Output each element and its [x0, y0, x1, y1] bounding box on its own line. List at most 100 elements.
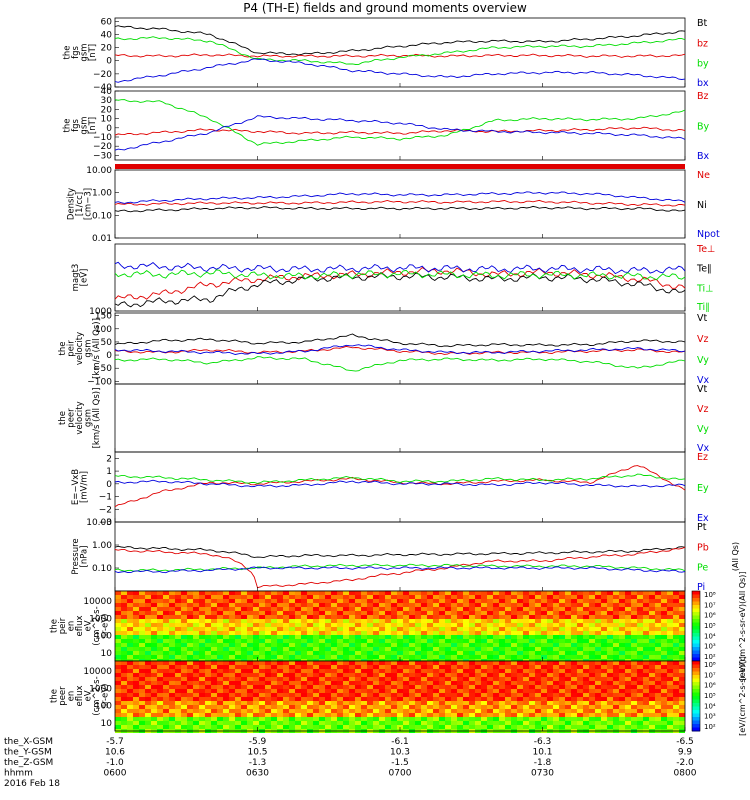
heatmap-cell	[223, 647, 229, 651]
heatmap-cell	[259, 603, 265, 607]
heatmap-cell	[403, 689, 409, 693]
heatmap-cell	[679, 635, 685, 639]
heatmap-cell	[289, 717, 295, 721]
heatmap-cell	[499, 713, 505, 717]
heatmap-cell	[325, 607, 331, 611]
heatmap-cell	[613, 661, 619, 665]
heatmap-cell	[145, 655, 151, 659]
heatmap-cell	[601, 655, 607, 659]
heatmap-cell	[403, 647, 409, 651]
heatmap-cell	[655, 635, 661, 639]
heatmap-cell	[253, 635, 259, 639]
heatmap-cell	[385, 651, 391, 655]
heatmap-cell	[313, 717, 319, 721]
heatmap-cell	[481, 639, 487, 643]
heatmap-cell	[343, 681, 349, 685]
heatmap-cell	[259, 697, 265, 701]
heatmap-cell	[643, 655, 649, 659]
heatmap-cell	[559, 627, 565, 631]
heatmap-cell	[199, 685, 205, 689]
heatmap-cell	[469, 631, 475, 635]
heatmap-cell	[373, 615, 379, 619]
heatmap-cell	[439, 647, 445, 651]
heatmap-cell	[283, 685, 289, 689]
footer-value: 10.3	[390, 748, 410, 758]
heatmap-cell	[583, 665, 589, 669]
heatmap-cell	[385, 677, 391, 681]
heatmap-cell	[385, 697, 391, 701]
heatmap-cell	[355, 709, 361, 713]
heatmap-cell	[499, 693, 505, 697]
heatmap-cell	[355, 647, 361, 651]
heatmap-cell	[247, 689, 253, 693]
heatmap-cell	[139, 665, 145, 669]
heatmap-cell	[367, 681, 373, 685]
heatmap-cell	[415, 611, 421, 615]
heatmap-cell	[553, 681, 559, 685]
heatmap-cell	[451, 665, 457, 669]
heatmap-cell	[463, 643, 469, 647]
heatmap-cell	[559, 619, 565, 623]
heatmap-cell	[493, 693, 499, 697]
heatmap-cell	[421, 651, 427, 655]
heatmap-cell	[181, 685, 187, 689]
heatmap-cell	[289, 681, 295, 685]
heatmap-cell	[661, 689, 667, 693]
heatmap-cell	[427, 673, 433, 677]
heatmap-cell	[523, 685, 529, 689]
heatmap-cell	[631, 635, 637, 639]
heatmap-cell	[295, 607, 301, 611]
heatmap-cell	[229, 599, 235, 603]
heatmap-cell	[259, 655, 265, 659]
heatmap-cell	[571, 701, 577, 705]
heatmap-cell	[163, 623, 169, 627]
heatmap-cell	[271, 627, 277, 631]
heatmap-cell	[643, 647, 649, 651]
heatmap-cell	[157, 661, 163, 665]
heatmap-cell	[511, 611, 517, 615]
heatmap-cell	[523, 673, 529, 677]
heatmap-cell	[613, 673, 619, 677]
heatmap-cell	[289, 619, 295, 623]
colorbar-frame	[691, 660, 701, 732]
heatmap-cell	[583, 603, 589, 607]
heatmap-cell	[259, 689, 265, 693]
heatmap-cell	[121, 705, 127, 709]
y-axis-label-line: velocity	[75, 332, 85, 365]
heatmap-cell	[385, 643, 391, 647]
heatmap-cell	[379, 673, 385, 677]
heatmap-cell	[349, 599, 355, 603]
heatmap-cell	[649, 709, 655, 713]
heatmap-cell	[457, 627, 463, 631]
heatmap-cell	[541, 709, 547, 713]
colorbar-tick-label: 10³	[704, 643, 716, 651]
heatmap-cell	[631, 595, 637, 599]
heatmap-cell	[577, 599, 583, 603]
heatmap-cell	[349, 725, 355, 729]
heatmap-cell	[373, 627, 379, 631]
heatmap-cell	[523, 623, 529, 627]
heatmap-cell	[247, 615, 253, 619]
heatmap-cell	[595, 635, 601, 639]
heatmap-cell	[361, 677, 367, 681]
heatmap-cell	[457, 635, 463, 639]
heatmap-cell	[655, 615, 661, 619]
heatmap-cell	[517, 619, 523, 623]
heatmap-cell	[403, 627, 409, 631]
heatmap-cell	[601, 673, 607, 677]
heatmap-cell	[139, 607, 145, 611]
heatmap-cell	[367, 631, 373, 635]
heatmap-cell	[583, 701, 589, 705]
heatmap-cell	[157, 643, 163, 647]
heatmap-cell	[577, 713, 583, 717]
colorbar-label: [eV/(cm^2-s-sr-eV)]	[738, 656, 747, 736]
heatmap-cell	[283, 635, 289, 639]
heatmap-cell	[661, 677, 667, 681]
heatmap-cell	[679, 669, 685, 673]
series-line-Ni	[114, 205, 686, 213]
heatmap-cell	[655, 721, 661, 725]
heatmap-cell	[625, 685, 631, 689]
heatmap-cell	[541, 615, 547, 619]
heatmap-cell	[397, 693, 403, 697]
heatmap-cell	[613, 705, 619, 709]
